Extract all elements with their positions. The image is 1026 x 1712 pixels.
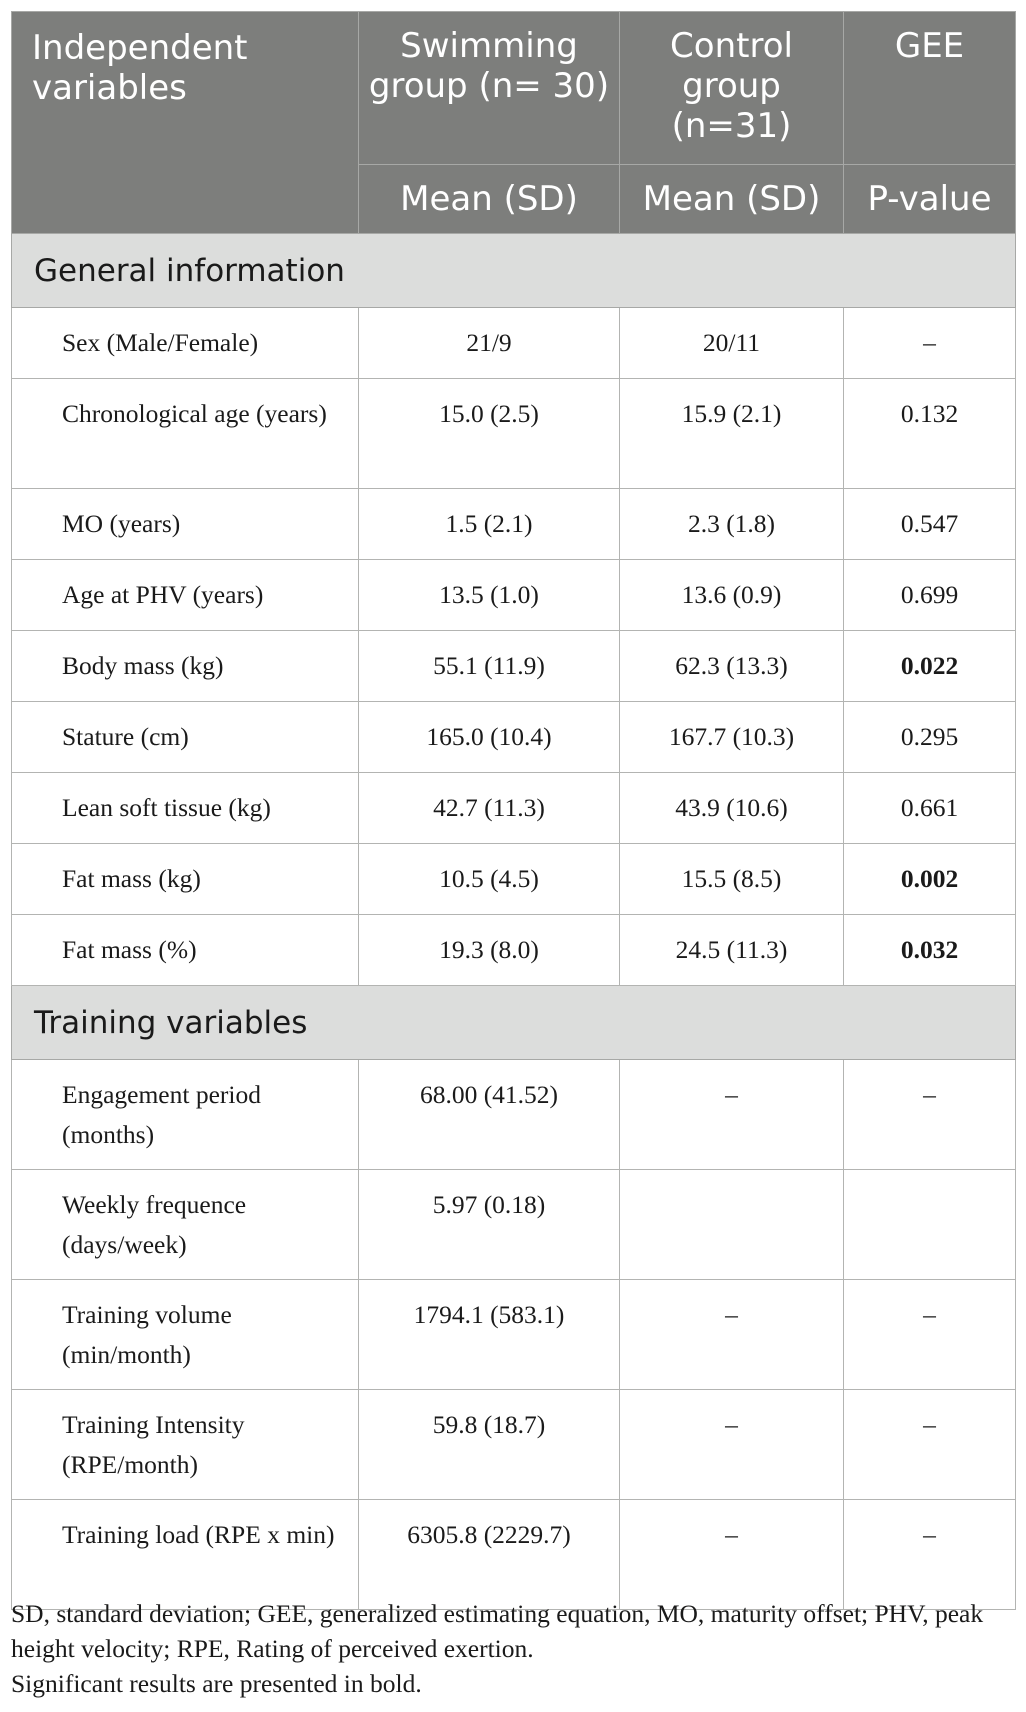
p-value (843, 1169, 1016, 1280)
row-label: MO (years) (11, 488, 359, 560)
control-value: 62.3 (13.3) (619, 630, 844, 702)
table-row: Sex (Male/Female) 21/9 20/11 – (11, 307, 1016, 379)
table-row: Training load (RPE x min) 6305.8 (2229.7… (11, 1499, 1016, 1610)
header-gee: GEE (843, 11, 1016, 165)
table-row: Chronological age (years) 15.0 (2.5) 15.… (11, 378, 1016, 489)
table-row: Fat mass (kg) 10.5 (4.5) 15.5 (8.5) 0.00… (11, 843, 1016, 915)
p-value-significant: 0.002 (843, 843, 1016, 915)
results-table: Independent variables Swimming group (n=… (11, 11, 1016, 1610)
p-value-significant: 0.022 (843, 630, 1016, 702)
swimming-value: 5.97 (0.18) (358, 1169, 620, 1280)
row-label: Stature (cm) (11, 701, 359, 773)
p-value: – (843, 307, 1016, 379)
subheader-control-mean-sd: Mean (SD) (619, 164, 844, 234)
control-value: 15.5 (8.5) (619, 843, 844, 915)
swimming-value: 15.0 (2.5) (358, 378, 620, 489)
row-label: Training Intensity (RPE/month) (11, 1389, 359, 1500)
control-value: 2.3 (1.8) (619, 488, 844, 560)
subheader-p-value: P-value (843, 164, 1016, 234)
p-value: 0.661 (843, 772, 1016, 844)
swimming-value: 1.5 (2.1) (358, 488, 620, 560)
swimming-value: 68.00 (41.52) (358, 1059, 620, 1170)
control-value: 20/11 (619, 307, 844, 379)
row-label: Fat mass (%) (11, 914, 359, 986)
swimming-value: 55.1 (11.9) (358, 630, 620, 702)
table-row: Lean soft tissue (kg) 42.7 (11.3) 43.9 (… (11, 772, 1016, 844)
control-value: 43.9 (10.6) (619, 772, 844, 844)
table-row: Stature (cm) 165.0 (10.4) 167.7 (10.3) 0… (11, 701, 1016, 773)
footnote-abbreviations: SD, standard deviation; GEE, generalized… (11, 1599, 984, 1663)
section-row-general-information: General information (11, 233, 1016, 308)
table-row: Training volume (min/month) 1794.1 (583.… (11, 1279, 1016, 1390)
table-footnote: SD, standard deviation; GEE, generalized… (11, 1596, 1015, 1701)
table-row: Age at PHV (years) 13.5 (1.0) 13.6 (0.9)… (11, 559, 1016, 631)
p-value: 0.132 (843, 378, 1016, 489)
swimming-value: 42.7 (11.3) (358, 772, 620, 844)
row-label: Fat mass (kg) (11, 843, 359, 915)
section-title: Training variables (11, 985, 1016, 1060)
p-value: – (843, 1389, 1016, 1500)
row-label: Training load (RPE x min) (11, 1499, 359, 1610)
table-row: MO (years) 1.5 (2.1) 2.3 (1.8) 0.547 (11, 488, 1016, 560)
subheader-swimming-mean-sd: Mean (SD) (358, 164, 620, 234)
swimming-value: 1794.1 (583.1) (358, 1279, 620, 1390)
header-control-group: Control group (n=31) (619, 11, 844, 165)
section-title: General information (11, 233, 1016, 308)
control-value: 24.5 (11.3) (619, 914, 844, 986)
row-label: Weekly frequence (days/week) (11, 1169, 359, 1280)
swimming-value: 10.5 (4.5) (358, 843, 620, 915)
swimming-value: 13.5 (1.0) (358, 559, 620, 631)
swimming-value: 59.8 (18.7) (358, 1389, 620, 1500)
table-row: Body mass (kg) 55.1 (11.9) 62.3 (13.3) 0… (11, 630, 1016, 702)
control-value: – (619, 1059, 844, 1170)
p-value: 0.699 (843, 559, 1016, 631)
row-label: Lean soft tissue (kg) (11, 772, 359, 844)
p-value: 0.295 (843, 701, 1016, 773)
control-value: – (619, 1389, 844, 1500)
p-value: – (843, 1279, 1016, 1390)
table-row: Training Intensity (RPE/month) 59.8 (18.… (11, 1389, 1016, 1500)
footnote-significance: Significant results are presented in bol… (11, 1669, 422, 1698)
p-value: – (843, 1499, 1016, 1610)
header-independent-variables: Independent variables (11, 11, 359, 234)
swimming-value: 19.3 (8.0) (358, 914, 620, 986)
control-value: 167.7 (10.3) (619, 701, 844, 773)
control-value: 13.6 (0.9) (619, 559, 844, 631)
control-value (619, 1169, 844, 1280)
control-value: – (619, 1499, 844, 1610)
table-body: General information Sex (Male/Female) 21… (11, 233, 1016, 1610)
table-row: Weekly frequence (days/week) 5.97 (0.18) (11, 1169, 1016, 1280)
row-label: Training volume (min/month) (11, 1279, 359, 1390)
table-row: Fat mass (%) 19.3 (8.0) 24.5 (11.3) 0.03… (11, 914, 1016, 986)
control-value: 15.9 (2.1) (619, 378, 844, 489)
table-header: Independent variables Swimming group (n=… (11, 11, 1016, 234)
header-swimming-group: Swimming group (n= 30) (358, 11, 620, 165)
swimming-value: 21/9 (358, 307, 620, 379)
table-row: Engagement period (months) 68.00 (41.52)… (11, 1059, 1016, 1170)
control-value: – (619, 1279, 844, 1390)
p-value-significant: 0.032 (843, 914, 1016, 986)
row-label: Chronological age (years) (11, 378, 359, 489)
row-label: Age at PHV (years) (11, 559, 359, 631)
section-row-training-variables: Training variables (11, 985, 1016, 1060)
row-label: Engagement period (months) (11, 1059, 359, 1170)
results-table-container: Independent variables Swimming group (n=… (11, 11, 1016, 1610)
swimming-value: 6305.8 (2229.7) (358, 1499, 620, 1610)
row-label: Sex (Male/Female) (11, 307, 359, 379)
p-value: – (843, 1059, 1016, 1170)
row-label: Body mass (kg) (11, 630, 359, 702)
p-value: 0.547 (843, 488, 1016, 560)
swimming-value: 165.0 (10.4) (358, 701, 620, 773)
